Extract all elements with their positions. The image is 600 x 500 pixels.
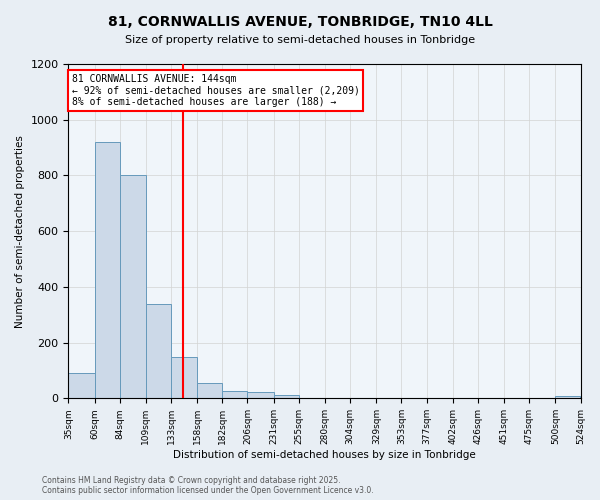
Bar	[68, 374, 95, 398]
Text: Size of property relative to semi-detached houses in Tonbridge: Size of property relative to semi-detach…	[125, 35, 475, 45]
Bar	[146, 304, 171, 398]
X-axis label: Distribution of semi-detached houses by size in Tonbridge: Distribution of semi-detached houses by …	[173, 450, 476, 460]
Bar	[120, 176, 146, 398]
Bar	[95, 142, 120, 399]
Text: Contains HM Land Registry data © Crown copyright and database right 2025.
Contai: Contains HM Land Registry data © Crown c…	[42, 476, 374, 495]
Text: 81 CORNWALLIS AVENUE: 144sqm
← 92% of semi-detached houses are smaller (2,209)
8: 81 CORNWALLIS AVENUE: 144sqm ← 92% of se…	[71, 74, 359, 107]
Bar	[247, 392, 274, 398]
Bar	[274, 395, 299, 398]
Bar	[223, 392, 247, 398]
Bar	[197, 383, 223, 398]
Bar	[171, 356, 197, 399]
Bar	[556, 396, 580, 398]
Y-axis label: Number of semi-detached properties: Number of semi-detached properties	[15, 134, 25, 328]
Text: 81, CORNWALLIS AVENUE, TONBRIDGE, TN10 4LL: 81, CORNWALLIS AVENUE, TONBRIDGE, TN10 4…	[107, 15, 493, 29]
